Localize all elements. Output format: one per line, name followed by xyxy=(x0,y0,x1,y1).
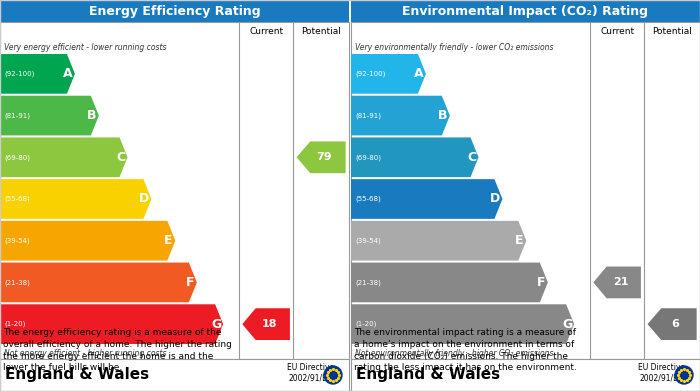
Polygon shape xyxy=(0,137,127,177)
Text: E: E xyxy=(515,234,524,247)
Text: England & Wales: England & Wales xyxy=(5,368,149,382)
Text: F: F xyxy=(537,276,545,289)
Text: EU Directive
2002/91/EC: EU Directive 2002/91/EC xyxy=(638,363,685,383)
Text: C: C xyxy=(116,151,125,164)
Polygon shape xyxy=(351,304,574,344)
Text: A: A xyxy=(414,67,424,81)
Text: (39-54): (39-54) xyxy=(355,237,381,244)
Bar xyxy=(351,22,700,359)
Text: (55-68): (55-68) xyxy=(4,196,29,202)
Text: (21-38): (21-38) xyxy=(355,279,381,286)
Text: 18: 18 xyxy=(262,319,277,329)
Polygon shape xyxy=(351,179,503,219)
Bar xyxy=(351,0,700,22)
Text: The environmental impact rating is a measure of
a home’s impact on the environme: The environmental impact rating is a mea… xyxy=(354,328,577,372)
Polygon shape xyxy=(0,96,99,135)
Polygon shape xyxy=(0,304,223,344)
Text: B: B xyxy=(438,109,447,122)
Polygon shape xyxy=(351,54,426,94)
Text: England & Wales: England & Wales xyxy=(356,368,500,382)
Bar xyxy=(351,359,700,391)
Polygon shape xyxy=(0,221,175,260)
Text: C: C xyxy=(467,151,476,164)
Text: (1-20): (1-20) xyxy=(355,321,377,327)
Text: EU Directive
2002/91/EC: EU Directive 2002/91/EC xyxy=(288,363,335,383)
Text: (81-91): (81-91) xyxy=(4,112,30,119)
Text: Not energy efficient - higher running costs: Not energy efficient - higher running co… xyxy=(4,348,167,357)
Text: (39-54): (39-54) xyxy=(4,237,29,244)
Text: Potential: Potential xyxy=(652,27,692,36)
Bar xyxy=(0,22,349,359)
Polygon shape xyxy=(351,221,526,260)
Text: 21: 21 xyxy=(612,278,628,287)
Text: E: E xyxy=(164,234,173,247)
Circle shape xyxy=(324,366,342,384)
Bar xyxy=(0,359,349,391)
Text: Not environmentally friendly - higher CO₂ emissions: Not environmentally friendly - higher CO… xyxy=(355,348,554,357)
Text: (21-38): (21-38) xyxy=(4,279,30,286)
Polygon shape xyxy=(351,263,548,302)
Text: Very energy efficient - lower running costs: Very energy efficient - lower running co… xyxy=(4,43,167,52)
Text: Energy Efficiency Rating: Energy Efficiency Rating xyxy=(89,5,260,18)
Text: A: A xyxy=(63,67,73,81)
Bar xyxy=(0,0,349,22)
Text: 79: 79 xyxy=(316,152,332,162)
Text: (92-100): (92-100) xyxy=(4,71,34,77)
Text: G: G xyxy=(562,317,573,331)
Circle shape xyxy=(675,366,693,384)
Polygon shape xyxy=(242,308,290,340)
Text: Current: Current xyxy=(249,27,284,36)
Text: (69-80): (69-80) xyxy=(4,154,30,161)
Polygon shape xyxy=(0,263,197,302)
Text: F: F xyxy=(186,276,194,289)
Text: Environmental Impact (CO₂) Rating: Environmental Impact (CO₂) Rating xyxy=(402,5,648,18)
Text: 6: 6 xyxy=(671,319,680,329)
Polygon shape xyxy=(351,137,479,177)
Polygon shape xyxy=(0,54,75,94)
Polygon shape xyxy=(0,179,151,219)
Text: (69-80): (69-80) xyxy=(355,154,381,161)
Text: G: G xyxy=(211,317,221,331)
Text: The energy efficiency rating is a measure of the
overall efficiency of a home. T: The energy efficiency rating is a measur… xyxy=(3,328,232,372)
Text: B: B xyxy=(87,109,97,122)
Polygon shape xyxy=(297,142,346,173)
Text: D: D xyxy=(139,192,150,206)
Text: Current: Current xyxy=(600,27,634,36)
Text: (1-20): (1-20) xyxy=(4,321,25,327)
Text: Potential: Potential xyxy=(301,27,341,36)
Text: D: D xyxy=(490,192,500,206)
Text: (55-68): (55-68) xyxy=(355,196,381,202)
Text: (92-100): (92-100) xyxy=(355,71,386,77)
Text: (81-91): (81-91) xyxy=(355,112,381,119)
Polygon shape xyxy=(648,308,696,340)
Polygon shape xyxy=(594,267,641,298)
Text: Very environmentally friendly - lower CO₂ emissions: Very environmentally friendly - lower CO… xyxy=(355,43,554,52)
Polygon shape xyxy=(351,96,450,135)
